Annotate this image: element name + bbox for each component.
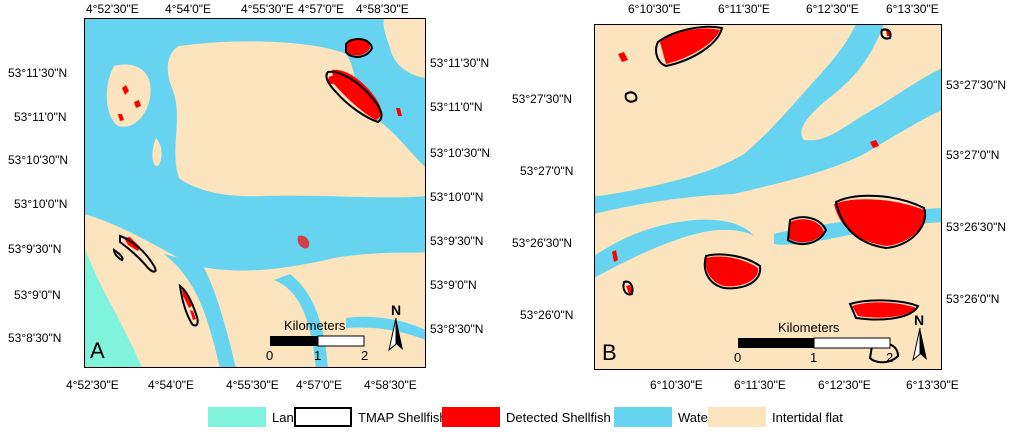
legend-swatch-tmap bbox=[294, 407, 352, 427]
legend-item-flat: Intertidal flat bbox=[708, 407, 843, 427]
a-right-tick-3: 53°10'0"N bbox=[430, 190, 484, 204]
legend-swatch-flat bbox=[708, 407, 766, 427]
a-bottom-tick-4: 4°58'30"E bbox=[364, 378, 417, 392]
water-channel-main bbox=[594, 24, 942, 214]
b-right-tick-2: 53°26'30"N bbox=[946, 220, 1007, 234]
a-right-tick-4: 53°9'30"N bbox=[430, 234, 484, 248]
b-top-tick-3: 6°13'30"E bbox=[886, 2, 939, 16]
scale-bar-b bbox=[738, 337, 891, 349]
scale-a-label-2: 2 bbox=[361, 348, 369, 363]
map-b-canvas bbox=[594, 24, 942, 370]
detected-shellfish-a bbox=[118, 38, 402, 320]
land-area bbox=[84, 246, 142, 368]
a-left-tick-3: 53°10'0"N bbox=[14, 197, 68, 211]
a-right-tick-0: 53°11'30"N bbox=[430, 56, 490, 70]
scale-a-label-1: 1 bbox=[314, 348, 322, 363]
north-arrow-b-icon bbox=[912, 327, 927, 362]
panel-b-label: B bbox=[602, 340, 617, 365]
b-top-tick-2: 6°12'30"E bbox=[806, 2, 859, 16]
intertidal-flat-top-right bbox=[383, 18, 426, 78]
a-top-tick-3: 4°57'0"E bbox=[298, 2, 345, 16]
a-left-tick-5: 53°9'0"N bbox=[14, 288, 61, 302]
map-legend: Land TMAP Shellfish Detected Shellfish W… bbox=[0, 407, 1024, 431]
water-channel-lower bbox=[164, 254, 236, 368]
map-a-canvas bbox=[84, 18, 427, 368]
b-top-tick-0: 6°10'30"E bbox=[628, 2, 681, 16]
a-bottom-tick-0: 4°52'30"E bbox=[66, 378, 119, 392]
legend-label-flat: Intertidal flat bbox=[772, 409, 843, 425]
legend-item-water: Water bbox=[614, 407, 712, 427]
a-top-tick-4: 4°58'30"E bbox=[356, 2, 409, 16]
a-left-tick-2: 53°10'30"N bbox=[8, 153, 69, 167]
b-right-tick-0: 53°27'30"N bbox=[946, 78, 1007, 92]
intertidal-flat-upper bbox=[167, 41, 427, 198]
a-right-tick-2: 53°10'30"N bbox=[430, 146, 491, 160]
water-channel-lower bbox=[594, 219, 754, 278]
north-b-label: N bbox=[914, 312, 925, 328]
b-left-tick-1: 53°27'0"N bbox=[520, 164, 574, 178]
a-right-tick-5: 53°9'0"N bbox=[430, 278, 477, 292]
a-bottom-tick-1: 4°54'0"E bbox=[148, 378, 195, 392]
intertidal-flat-left-small bbox=[152, 138, 162, 167]
intertidal-flat-lower bbox=[84, 214, 426, 368]
north-arrow-a-icon bbox=[388, 317, 403, 352]
b-bottom-tick-3: 6°13'30"E bbox=[906, 378, 959, 392]
b-left-tick-2: 53°26'30"N bbox=[512, 236, 573, 250]
legend-swatch-land bbox=[208, 407, 266, 427]
b-bottom-tick-0: 6°10'30"E bbox=[650, 378, 703, 392]
scale-b-label-0: 0 bbox=[734, 350, 742, 365]
a-left-tick-6: 53°8'30"N bbox=[8, 331, 62, 345]
scale-a-label-0: 0 bbox=[266, 348, 274, 363]
legend-swatch-water bbox=[614, 407, 672, 427]
a-left-tick-0: 53°11'30"N bbox=[8, 66, 68, 80]
a-left-tick-4: 53°9'30"N bbox=[8, 242, 62, 256]
detected-shellfish-b bbox=[612, 28, 925, 318]
a-bottom-tick-3: 4°57'0"E bbox=[296, 378, 343, 392]
map-panel-b: B Kilometers 0 1 2 N bbox=[594, 24, 942, 370]
a-right-tick-1: 53°11'0"N bbox=[430, 100, 483, 114]
a-bottom-tick-2: 4°55'30"E bbox=[226, 378, 279, 392]
scale-b-label-2: 2 bbox=[886, 350, 894, 365]
scale-bar-a bbox=[270, 335, 365, 347]
north-a-label: N bbox=[391, 302, 402, 318]
b-bottom-tick-2: 6°12'30"E bbox=[818, 378, 871, 392]
legend-item-detected: Detected Shellfish bbox=[442, 407, 611, 427]
a-top-tick-0: 4°52'30"E bbox=[86, 2, 139, 16]
b-right-tick-3: 53°26'0"N bbox=[946, 292, 1000, 306]
legend-item-tmap: TMAP Shellfish bbox=[294, 407, 447, 427]
panel-a-label: A bbox=[90, 338, 105, 363]
tmap-shellfish-a bbox=[112, 38, 383, 327]
a-top-tick-2: 4°55'30"E bbox=[241, 2, 294, 16]
b-left-tick-0: 53°27'30"N bbox=[512, 92, 573, 106]
legend-label-tmap: TMAP Shellfish bbox=[358, 409, 447, 425]
tmap-shellfish-b bbox=[622, 25, 927, 364]
b-left-tick-3: 53°26'0"N bbox=[520, 308, 574, 322]
intertidal-flat-left-island bbox=[106, 64, 151, 127]
legend-label-land: Land bbox=[272, 409, 301, 425]
a-left-tick-1: 53°11'0"N bbox=[14, 110, 67, 124]
legend-label-detected: Detected Shellfish bbox=[506, 409, 611, 425]
b-bottom-tick-1: 6°11'30"E bbox=[734, 378, 786, 392]
scale-b-title: Kilometers bbox=[778, 320, 840, 335]
water-channel-lower-3 bbox=[346, 316, 426, 340]
legend-item-land: Land bbox=[208, 407, 301, 427]
b-top-tick-1: 6°11'30"E bbox=[718, 2, 770, 16]
map-panel-a: A Kilometers 0 1 2 N bbox=[84, 18, 427, 368]
a-right-tick-6: 53°8'30"N bbox=[430, 322, 484, 336]
scale-a-title: Kilometers bbox=[284, 318, 346, 333]
legend-swatch-detected bbox=[442, 407, 500, 427]
b-right-tick-1: 53°27'0"N bbox=[946, 148, 1000, 162]
a-top-tick-1: 4°54'0"E bbox=[165, 2, 212, 16]
legend-label-water: Water bbox=[678, 409, 713, 425]
scale-b-label-1: 1 bbox=[810, 350, 818, 365]
